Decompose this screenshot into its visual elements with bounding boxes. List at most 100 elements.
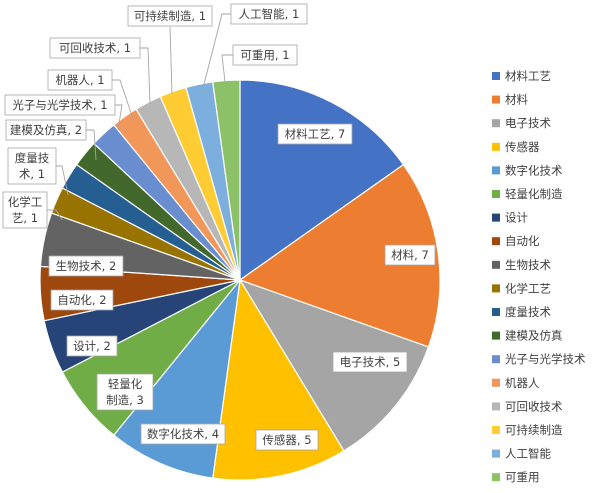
legend-label: 设计	[505, 211, 528, 225]
legend-label: 光子与光学技术	[505, 352, 586, 366]
legend-swatch	[492, 72, 500, 80]
legend-swatch	[492, 213, 500, 222]
legend-label: 度量技术	[505, 305, 551, 319]
data-label: 材料, 7	[384, 244, 436, 266]
data-label-text: 数字化技术, 4	[147, 427, 219, 441]
legend-swatch	[492, 378, 500, 387]
leader-line	[86, 129, 97, 161]
legend-item: 人工智能	[492, 447, 551, 461]
legend-label: 传感器	[505, 140, 540, 154]
data-label-box	[5, 119, 87, 141]
legend-label: 材料工艺	[505, 69, 551, 83]
data-label-text: 光子与光学技术, 1	[12, 98, 107, 112]
data-label-box	[50, 289, 114, 311]
leader-line	[115, 104, 123, 131]
legend-label: 机器人	[505, 376, 540, 390]
data-label: 可持续制造, 1	[127, 5, 213, 27]
data-label: 光子与光学技术, 1	[4, 94, 116, 116]
legend-label: 轻量化制造	[505, 187, 563, 201]
legend-swatch	[492, 473, 500, 482]
legend-swatch	[492, 119, 500, 128]
legend-item: 数字化技术	[492, 163, 563, 177]
legend-item: 材料工艺	[492, 69, 551, 83]
leader-line	[140, 47, 151, 105]
data-label: 建模及仿真, 2	[5, 119, 87, 141]
data-label-box	[332, 351, 408, 373]
legend-item: 自动化	[492, 234, 540, 248]
data-label-text: 自动化, 2	[57, 293, 106, 307]
data-label: 材料工艺, 7	[277, 123, 353, 145]
data-label-text: 艺, 1	[12, 211, 38, 225]
data-label-box	[384, 244, 436, 266]
legend-item: 可重用	[492, 470, 540, 484]
legend-item: 可持续制造	[492, 423, 563, 437]
data-label-text: 建模及仿真, 2	[10, 123, 82, 137]
leader-line	[221, 54, 233, 83]
legend-item: 轻量化制造	[492, 187, 563, 201]
leader-line	[201, 13, 231, 93]
legend-label: 自动化	[505, 234, 540, 248]
legend-swatch	[492, 237, 500, 246]
data-label-text: 人工智能, 1	[239, 7, 300, 21]
legend-item: 生物技术	[492, 258, 551, 272]
data-label: 生物技术, 2	[48, 255, 124, 277]
data-label: 数字化技术, 4	[140, 423, 226, 445]
data-label-box	[49, 37, 141, 59]
data-label: 自动化, 2	[50, 289, 114, 311]
data-label-box	[2, 191, 48, 229]
data-label-box	[232, 44, 298, 66]
data-label-box	[66, 335, 118, 357]
pie-slice	[212, 79, 241, 281]
legend-label: 建模及仿真	[505, 329, 563, 343]
data-label: 传感器, 5	[255, 429, 319, 451]
data-label: 设计, 2	[66, 335, 118, 357]
data-label-text: 材料, 7	[391, 248, 429, 262]
data-label: 度量技术, 1	[7, 147, 57, 185]
data-label-text: 材料工艺, 7	[285, 127, 346, 141]
legend-item: 传感器	[492, 140, 540, 154]
data-label: 机器人, 1	[47, 69, 113, 91]
legend-item: 光子与光学技术	[492, 352, 586, 366]
data-label-box	[7, 147, 57, 185]
legend-item: 设计	[492, 211, 528, 225]
legend-swatch	[492, 260, 500, 269]
data-label-box	[277, 123, 353, 145]
legend-item: 可回收技术	[492, 399, 563, 413]
data-label-text: 化学工	[8, 195, 43, 209]
data-label-text: 可持续制造, 1	[134, 9, 206, 23]
legend-swatch	[492, 426, 500, 434]
legend-item: 电子技术	[492, 116, 551, 130]
data-label-text: 制造, 3	[106, 393, 144, 407]
data-label-box	[96, 373, 154, 411]
data-label-text: 度量技	[15, 151, 50, 165]
data-label-text: 可重用, 1	[240, 48, 289, 62]
data-label-box	[127, 5, 213, 27]
legend-swatch	[492, 308, 500, 316]
leader-line	[56, 165, 69, 196]
data-label-text: 机器人, 1	[55, 73, 104, 87]
leader-line	[47, 209, 63, 221]
legend-item: 材料	[492, 93, 528, 107]
legend-label: 材料	[505, 93, 528, 107]
pie-slice	[238, 163, 441, 348]
data-label-box	[48, 255, 124, 277]
data-label-text: 传感器, 5	[262, 433, 311, 447]
data-label-text: 电子技术, 5	[340, 355, 401, 369]
legend-item: 度量技术	[492, 305, 551, 319]
legend-swatch	[492, 449, 500, 458]
legend-swatch	[492, 331, 500, 340]
leader-line	[112, 79, 135, 123]
data-label-text: 生物技术, 2	[56, 259, 117, 273]
legend-label: 电子技术	[505, 116, 551, 130]
data-label-text: 轻量化	[108, 377, 143, 391]
legend-label: 化学工艺	[505, 281, 551, 295]
legend-swatch	[492, 284, 500, 293]
legend-label: 可持续制造	[505, 423, 563, 437]
legend-swatch	[492, 166, 500, 175]
data-label: 电子技术, 5	[332, 351, 408, 373]
legend-label: 数字化技术	[505, 163, 563, 177]
data-label-text: 设计, 2	[73, 339, 111, 353]
legend-item: 建模及仿真	[492, 329, 563, 343]
